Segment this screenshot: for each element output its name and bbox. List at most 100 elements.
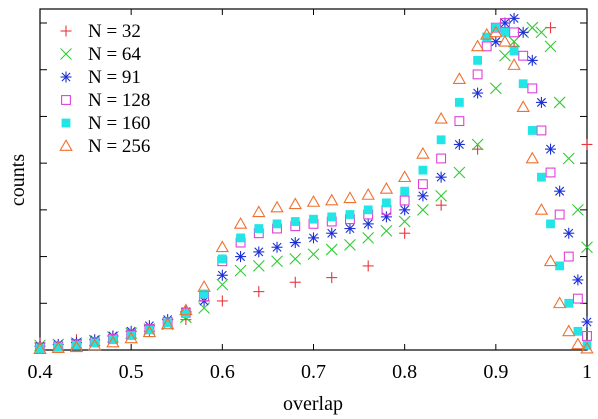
data-point <box>288 197 302 210</box>
legend-marker <box>60 48 72 60</box>
data-point <box>399 195 410 206</box>
data-point <box>417 190 429 202</box>
data-point <box>308 232 319 244</box>
data-point <box>252 205 266 218</box>
legend-label: N = 64 <box>88 44 141 65</box>
data-point <box>517 26 529 38</box>
data-point <box>252 260 265 272</box>
data-point <box>545 167 556 178</box>
data-point <box>471 138 484 151</box>
data-point <box>344 239 356 251</box>
y-axis-title: counts <box>7 154 29 206</box>
data-point <box>453 138 465 150</box>
legend-item: N = 128 <box>61 90 150 111</box>
legend-label: N = 128 <box>88 90 150 111</box>
data-point <box>499 49 511 62</box>
data-point <box>234 264 247 277</box>
data-point <box>580 341 594 354</box>
data-point <box>516 100 530 112</box>
data-point <box>535 26 548 39</box>
data-point <box>435 171 447 183</box>
data-point <box>552 296 567 309</box>
data-point <box>571 203 584 216</box>
data-point <box>435 199 447 211</box>
data-point <box>563 227 575 239</box>
data-point <box>108 335 118 345</box>
data-point <box>482 32 492 42</box>
data-point <box>453 166 466 179</box>
data-point <box>544 40 557 53</box>
data-point <box>499 18 510 28</box>
data-point <box>181 309 191 318</box>
data-point <box>416 146 430 159</box>
legend-item: N = 256 <box>59 136 150 157</box>
legend-label: N = 32 <box>88 21 141 42</box>
data-point <box>362 260 374 272</box>
data-point <box>563 251 574 262</box>
x-axis-title: overlap <box>283 393 343 415</box>
data-point <box>452 72 467 84</box>
data-point <box>325 243 338 256</box>
data-point <box>534 202 549 215</box>
data-point <box>417 179 428 190</box>
data-point <box>363 205 373 215</box>
data-point <box>253 246 265 258</box>
data-point <box>507 58 521 70</box>
x-tick-label: 0.5 <box>119 361 144 383</box>
data-point <box>518 50 529 61</box>
axis-ticks: 0.4 0.5 0.6 0.7 0.8 0.9 1 <box>28 9 592 383</box>
data-point <box>582 340 592 350</box>
data-point <box>454 98 464 107</box>
data-point <box>344 223 356 235</box>
data-point <box>290 217 300 226</box>
data-point <box>543 254 558 267</box>
data-point <box>126 331 136 340</box>
data-point <box>124 331 138 344</box>
legend-item: N = 32 <box>60 21 141 42</box>
data-point <box>289 276 301 288</box>
data-point <box>472 69 483 80</box>
data-point <box>499 17 511 29</box>
data-point <box>553 96 566 109</box>
data-point <box>581 138 593 150</box>
data-point <box>489 25 503 38</box>
data-point <box>160 317 175 330</box>
data-point <box>454 116 465 127</box>
data-point <box>436 135 446 145</box>
data-point <box>399 204 411 216</box>
data-point <box>325 193 339 206</box>
data-point <box>581 316 593 328</box>
series-5 <box>33 25 594 354</box>
data-point <box>535 96 547 108</box>
data-point <box>545 22 557 34</box>
data-point <box>289 253 302 265</box>
data-point <box>537 172 546 182</box>
x-tick-label: 1 <box>582 361 592 383</box>
data-point <box>546 219 555 229</box>
data-point <box>215 240 230 253</box>
data-point <box>508 12 520 24</box>
data-point <box>527 126 537 135</box>
data-point <box>69 340 84 353</box>
data-point <box>51 341 65 354</box>
legend-marker <box>61 95 71 105</box>
data-point <box>142 325 157 338</box>
data-point <box>564 298 574 308</box>
data-point <box>536 125 547 136</box>
data-point <box>199 289 209 299</box>
data-point <box>473 55 482 65</box>
data-point <box>398 215 411 228</box>
data-point <box>554 185 566 197</box>
data-point <box>399 227 411 239</box>
data-point <box>271 255 283 268</box>
data-point <box>572 274 584 286</box>
legend-marker <box>59 139 73 151</box>
data-point <box>254 224 264 233</box>
data-point <box>87 338 102 351</box>
data-point <box>271 241 283 253</box>
data-point <box>418 165 428 175</box>
data-point <box>582 331 592 341</box>
legend-label: N = 256 <box>88 136 150 157</box>
data-point <box>434 111 448 124</box>
